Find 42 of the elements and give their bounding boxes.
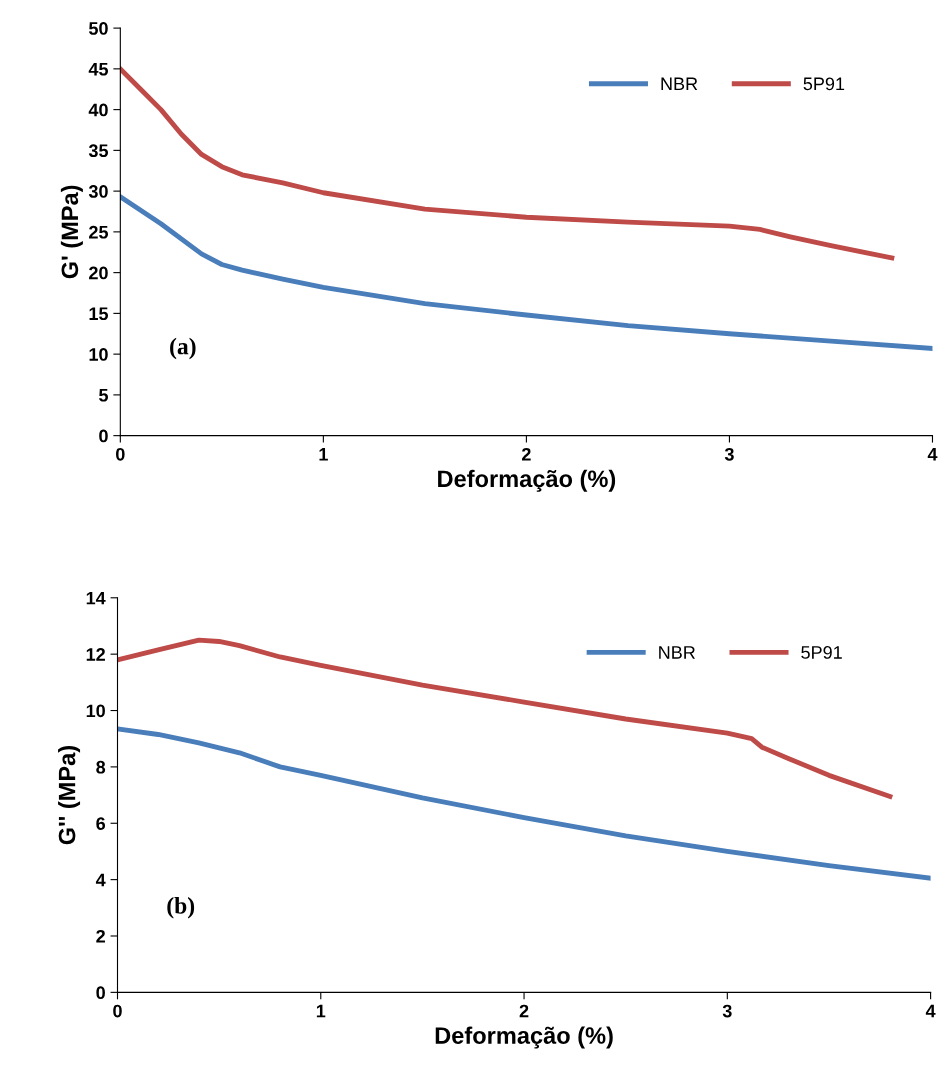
- x-tick-label: 2: [519, 1004, 529, 1018]
- y-tick-label: 2: [96, 929, 105, 943]
- y-axis-title: G'' (MPa): [58, 746, 81, 845]
- x-tick-label: 0: [116, 447, 125, 461]
- y-tick-label: 20: [89, 266, 108, 280]
- x-tick-label: 2: [522, 447, 531, 461]
- y-axis-title: G' (MPa): [60, 185, 83, 279]
- y-tick-label: 30: [88, 185, 108, 198]
- y-tick-label: 0: [99, 429, 108, 443]
- x-axis-title: Deformação (%): [435, 1026, 613, 1049]
- y-tick-label: 10: [86, 704, 105, 718]
- y-tick-label: 25: [89, 225, 109, 239]
- line-series: [120, 66, 895, 261]
- x-tick-label: 1: [319, 448, 328, 461]
- x-axis-title: Deformação (%): [438, 469, 616, 492]
- x-tick-label: 1: [316, 1004, 326, 1018]
- y-tick-label: 6: [96, 817, 106, 830]
- x-tick-label: 3: [724, 447, 734, 461]
- legend-label: NBR: [661, 77, 698, 91]
- x-tick-label: 4: [927, 448, 938, 461]
- y-tick-label: 15: [89, 307, 109, 321]
- x-tick-label: 3: [722, 1004, 732, 1018]
- legend-label: NBR: [659, 646, 695, 659]
- y-tick-label: 35: [88, 144, 109, 158]
- line-series: [117, 726, 931, 881]
- y-tick-label: 14: [86, 591, 106, 605]
- line-series: [117, 637, 893, 799]
- y-tick-label: 8: [96, 760, 106, 774]
- y-tick-label: 40: [88, 103, 108, 117]
- y-tick-label: 45: [88, 62, 109, 76]
- x-tick-label: 4: [925, 1004, 936, 1018]
- y-tick-label: 50: [88, 22, 108, 35]
- x-tick-label: 0: [113, 1004, 122, 1018]
- legend-label: 5P91: [803, 77, 845, 91]
- y-tick-label: 12: [86, 648, 105, 661]
- legend-label: 5P91: [801, 646, 842, 659]
- y-tick-label: 10: [89, 348, 108, 361]
- y-tick-label: 0: [96, 986, 105, 1000]
- annotation: (b): [167, 897, 195, 919]
- y-tick-label: 4: [95, 873, 106, 887]
- annotation: (a): [170, 337, 196, 360]
- y-tick-label: 5: [99, 389, 109, 402]
